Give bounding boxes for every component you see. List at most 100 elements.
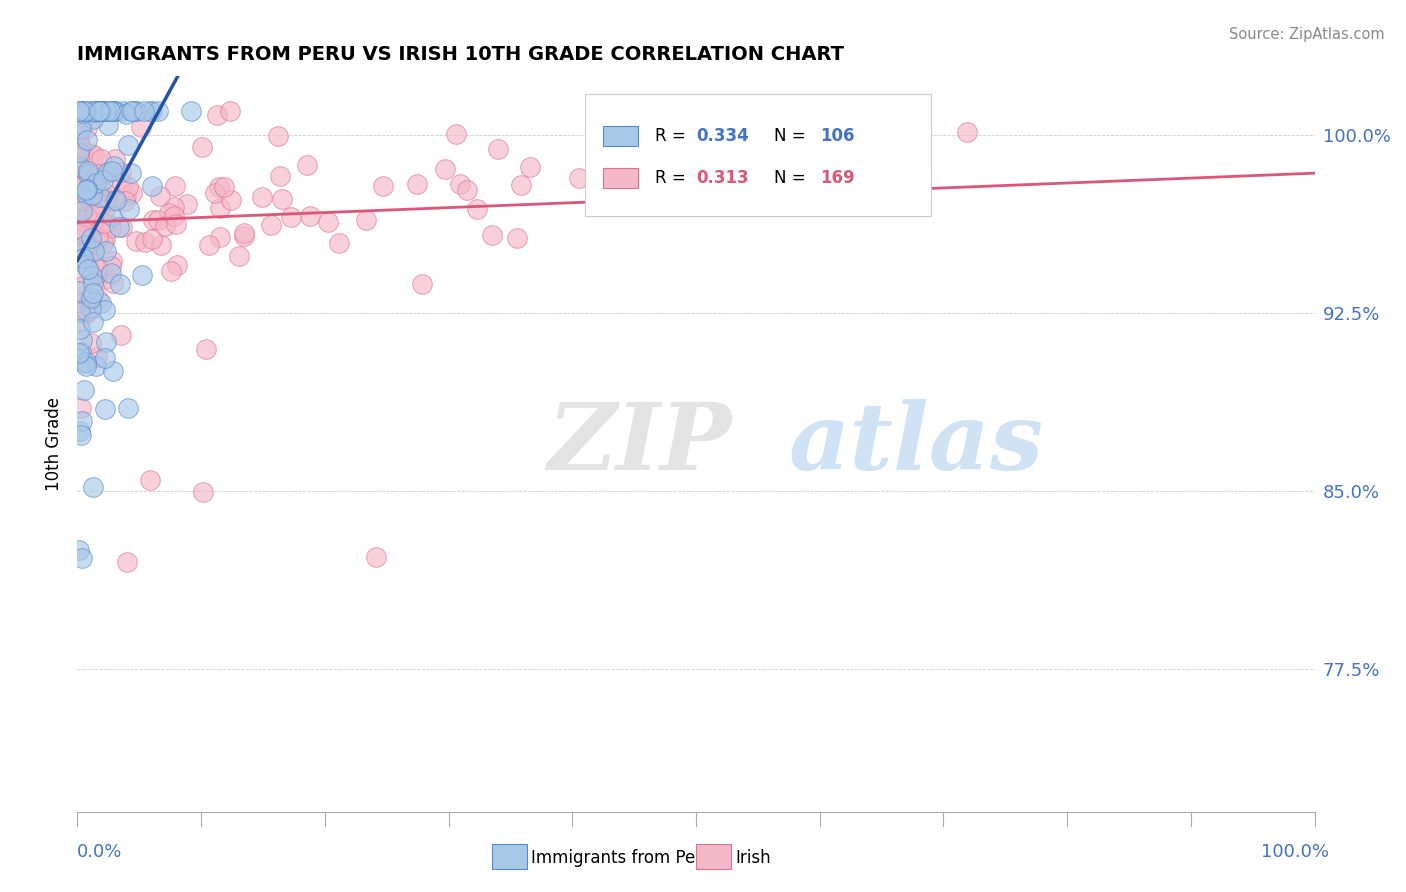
- Point: [70, 117, 93, 131]
- Point: [155, 219, 177, 233]
- Point: [91, 104, 114, 119]
- Point: [519, 161, 541, 175]
- Point: [141, 104, 163, 119]
- Point: [354, 213, 377, 227]
- Point: [73, 227, 96, 242]
- Point: [67, 145, 90, 159]
- Point: [70, 551, 93, 566]
- Text: IMMIGRANTS FROM PERU VS IRISH 10TH GRADE CORRELATION CHART: IMMIGRANTS FROM PERU VS IRISH 10TH GRADE…: [77, 45, 845, 63]
- Text: 0.0%: 0.0%: [77, 843, 122, 861]
- Point: [79, 185, 101, 199]
- Point: [98, 104, 121, 119]
- Point: [91, 235, 114, 250]
- Point: [101, 104, 124, 119]
- Point: [149, 238, 172, 252]
- Point: [86, 350, 108, 364]
- Point: [110, 328, 132, 343]
- Point: [69, 160, 91, 174]
- Point: [204, 186, 226, 200]
- Point: [72, 104, 94, 119]
- Point: [110, 165, 132, 179]
- Point: [111, 176, 134, 190]
- Point: [108, 277, 131, 292]
- Point: [121, 186, 143, 200]
- Point: [67, 154, 90, 169]
- Point: [94, 202, 117, 216]
- Text: N =: N =: [773, 128, 811, 145]
- Point: [205, 108, 228, 122]
- Point: [87, 293, 110, 307]
- Point: [163, 178, 186, 193]
- Point: [77, 188, 100, 202]
- Point: [115, 556, 138, 570]
- Point: [70, 122, 93, 136]
- Point: [157, 206, 180, 220]
- Point: [193, 485, 215, 500]
- Point: [141, 232, 163, 246]
- Point: [101, 276, 124, 290]
- Point: [67, 202, 90, 216]
- Point: [67, 198, 90, 212]
- Point: [67, 173, 90, 187]
- Point: [82, 268, 104, 283]
- Point: [149, 188, 172, 202]
- Point: [101, 164, 124, 178]
- Point: [94, 401, 117, 416]
- Point: [433, 161, 456, 176]
- Text: R =: R =: [655, 128, 692, 145]
- Point: [75, 359, 97, 373]
- Point: [76, 191, 98, 205]
- Point: [97, 165, 120, 179]
- Point: [80, 291, 103, 305]
- Point: [82, 480, 104, 494]
- Point: [70, 109, 93, 123]
- Point: [208, 230, 231, 244]
- Point: [299, 209, 322, 223]
- Point: [90, 104, 112, 119]
- Point: [75, 354, 97, 368]
- Point: [271, 192, 294, 206]
- Point: [125, 104, 148, 119]
- Point: [89, 174, 111, 188]
- Point: [67, 346, 90, 360]
- Point: [84, 206, 107, 220]
- Point: [83, 104, 105, 119]
- Point: [956, 125, 979, 139]
- Point: [316, 215, 339, 229]
- Point: [146, 104, 169, 119]
- Point: [69, 305, 91, 319]
- Point: [91, 172, 114, 186]
- Point: [190, 139, 212, 153]
- Point: [72, 213, 94, 227]
- Point: [120, 166, 142, 180]
- Point: [366, 550, 388, 565]
- Point: [72, 225, 94, 239]
- Point: [83, 244, 105, 259]
- Y-axis label: 10th Grade: 10th Grade: [45, 397, 63, 491]
- Point: [72, 252, 94, 266]
- Point: [117, 137, 139, 152]
- Point: [75, 104, 97, 119]
- Point: [72, 161, 94, 176]
- Point: [93, 232, 115, 246]
- Point: [83, 256, 105, 270]
- Point: [90, 104, 112, 119]
- Point: [328, 236, 350, 251]
- Point: [84, 176, 107, 190]
- Text: ZIP: ZIP: [547, 399, 731, 489]
- Point: [295, 158, 318, 172]
- Point: [94, 244, 117, 258]
- Point: [198, 238, 221, 252]
- Point: [195, 343, 218, 357]
- Point: [87, 195, 110, 210]
- Point: [166, 218, 188, 232]
- Point: [132, 104, 155, 119]
- Point: [465, 202, 488, 216]
- Point: [70, 231, 93, 245]
- Point: [75, 238, 97, 252]
- Point: [70, 333, 93, 347]
- Point: [82, 285, 104, 300]
- Point: [69, 175, 91, 189]
- Point: [406, 177, 429, 191]
- Point: [70, 290, 93, 304]
